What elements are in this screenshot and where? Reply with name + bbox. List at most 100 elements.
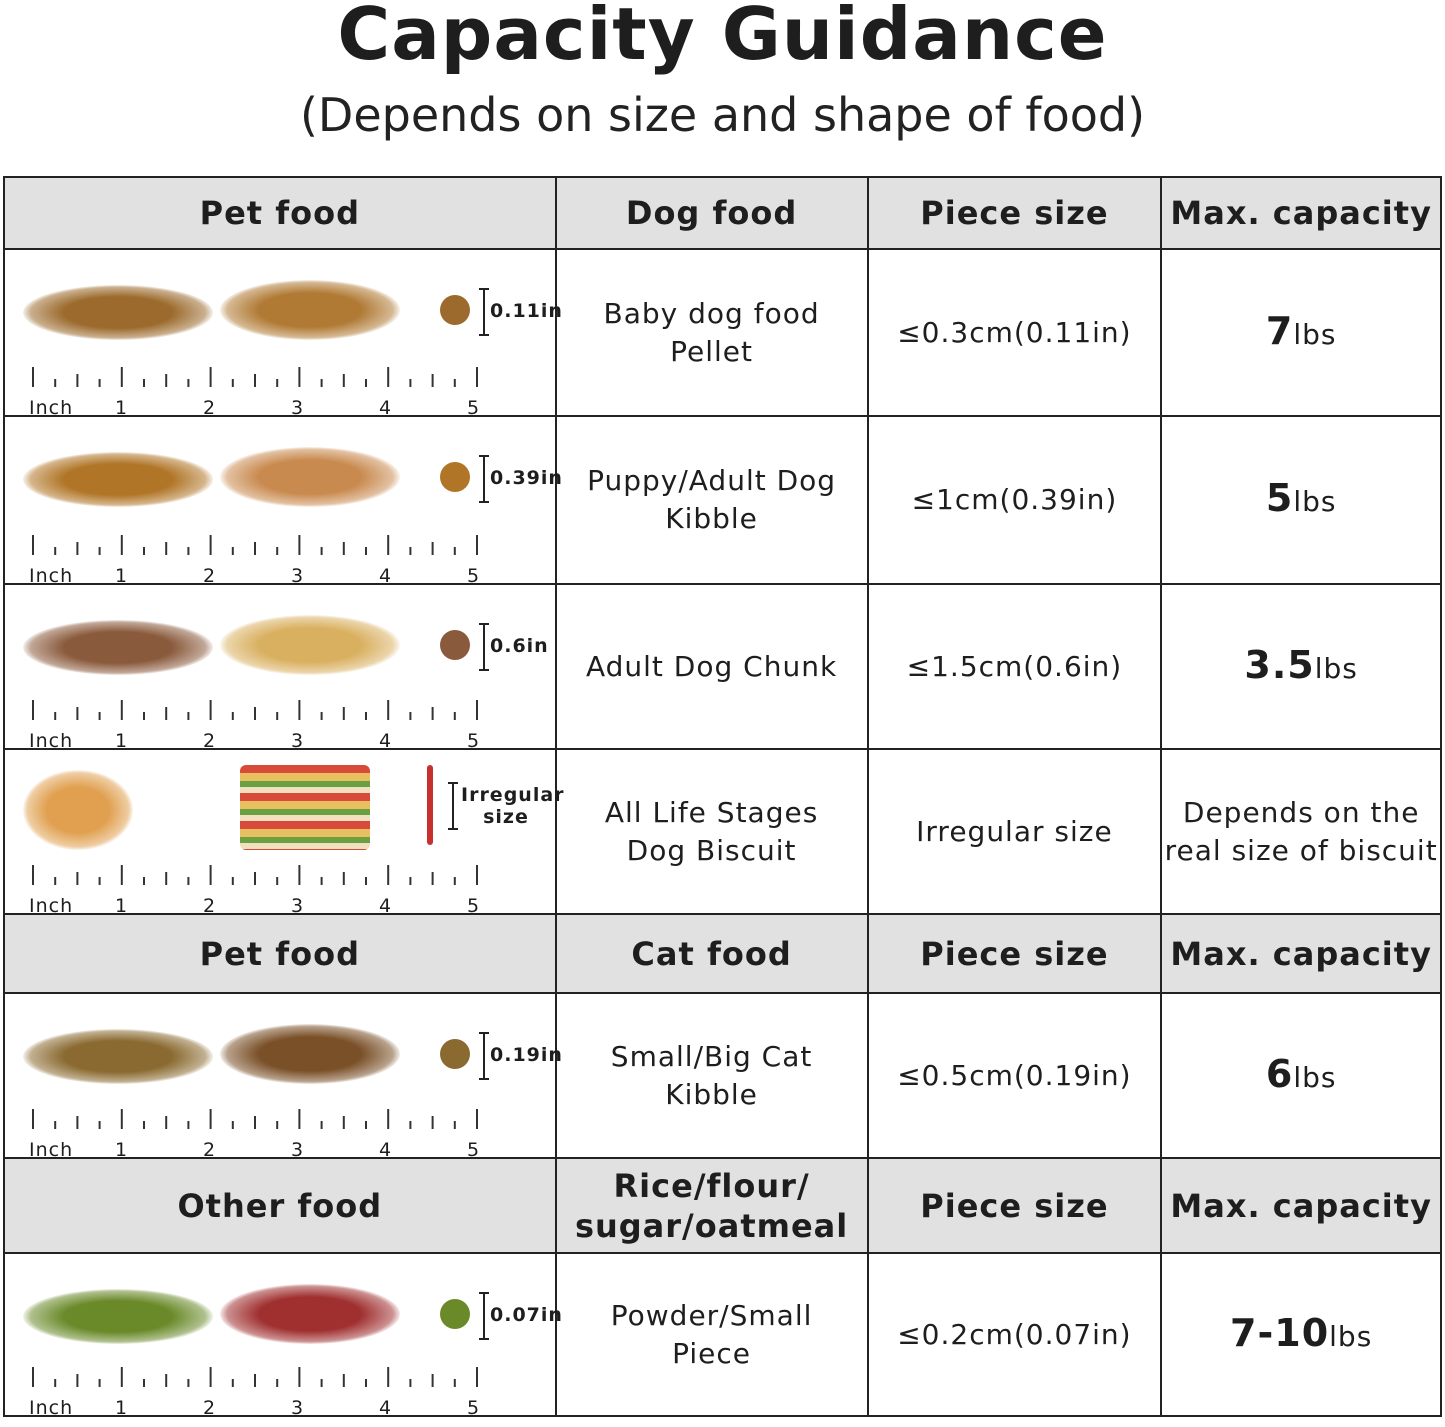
- header-c1: Pet food: [3, 176, 557, 250]
- ruler-tick-label: 2: [203, 895, 217, 917]
- single-piece-image: [440, 295, 470, 325]
- max-capacity: 7-10lbs: [1160, 1252, 1442, 1417]
- ruler-labels: Inch 1 2 3 4 5: [29, 1131, 489, 1161]
- header-c2: Rice/flour/ sugar/oatmeal: [554, 1157, 869, 1254]
- header-c4: Max. capacity: [1160, 176, 1442, 250]
- ruler-tick-label: 3: [291, 397, 305, 419]
- food-pile-image: [23, 1289, 213, 1344]
- size-indicator-icon: [479, 1032, 489, 1080]
- food-image-cell: 0.39in Inch 1 2 3 4 5: [3, 415, 562, 587]
- ruler-labels: Inch 1 2 3 4 5: [29, 557, 489, 587]
- piece-size: ≤0.5cm(0.19in): [866, 992, 1163, 1159]
- ruler-tick-label: 4: [379, 1397, 393, 1419]
- ruler-unit: Inch: [29, 565, 74, 587]
- piece-size: ≤0.2cm(0.07in): [866, 1252, 1163, 1417]
- ruler-tick-label: 5: [467, 1397, 481, 1419]
- ruler-tick-label: 1: [115, 1139, 129, 1161]
- ruler-unit: Inch: [29, 1139, 74, 1161]
- size-indicator-icon: [479, 288, 489, 336]
- piece-size-label: Irregular size: [461, 784, 565, 828]
- header-c2: Dog food: [554, 176, 869, 250]
- table-row: 0.39in Inch 1 2 3 4 5 Puppy/Adult Dog Kibble…: [3, 415, 1442, 587]
- ruler-tick-label: 3: [291, 895, 305, 917]
- ruler-tick-label: 2: [203, 397, 217, 419]
- ruler-tick-label: 5: [467, 895, 481, 917]
- table-row: 0.6in Inch 1 2 3 4 5 Adult Dog Chunk ≤1.5cm(0…: [3, 583, 1442, 752]
- capacity-value: 7-10: [1230, 1310, 1330, 1355]
- ruler-tick-label: 4: [379, 895, 393, 917]
- header-c2: Cat food: [554, 913, 869, 994]
- food-pile-image: [23, 620, 213, 675]
- inch-ruler: [32, 865, 478, 885]
- food-pile-image: [240, 765, 370, 850]
- size-indicator-icon: [479, 623, 489, 671]
- capacity-value: 6: [1265, 1051, 1294, 1096]
- inch-ruler: [32, 367, 478, 387]
- header-c3: Piece size: [866, 176, 1163, 250]
- piece-size-label: 0.19in: [490, 1044, 563, 1066]
- header-c4: Max. capacity: [1160, 1157, 1442, 1254]
- ruler-tick-label: 4: [379, 397, 393, 419]
- header-c3: Piece size: [866, 1157, 1163, 1254]
- size-indicator-icon: [448, 782, 458, 830]
- capacity-unit: lbs: [1314, 651, 1358, 685]
- max-capacity: 3.5lbs: [1160, 583, 1442, 750]
- ruler-tick-label: 5: [467, 565, 481, 587]
- page-subtitle: (Depends on size and shape of food): [299, 88, 1146, 142]
- ruler-tick-label: 1: [115, 397, 129, 419]
- single-piece-image: [440, 1039, 470, 1069]
- single-piece-image: [440, 1299, 470, 1329]
- page-title: Capacity Guidance: [337, 0, 1108, 76]
- food-type: Adult Dog Chunk: [554, 583, 869, 750]
- ruler-tick-label: 3: [291, 565, 305, 587]
- capacity-value: 5: [1265, 476, 1294, 520]
- ruler-tick-label: 1: [115, 1397, 129, 1419]
- table-row: 0.07in Inch 1 2 3 4 5 Powder/Small Piece ≤0.2…: [3, 1252, 1442, 1419]
- capacity-unit: lbs: [1293, 317, 1337, 351]
- inch-ruler: [32, 700, 478, 720]
- ruler-tick-label: 2: [203, 730, 217, 752]
- table-header-row: Other food Rice/flour/ sugar/oatmeal Piece…: [3, 1157, 1442, 1254]
- piece-size: Irregular size: [866, 748, 1163, 915]
- inch-ruler: [32, 1109, 478, 1129]
- ruler-tick-label: 1: [115, 895, 129, 917]
- piece-size: ≤1cm(0.39in): [866, 415, 1163, 585]
- food-pile-image: [220, 447, 400, 507]
- ruler-tick-label: 4: [379, 730, 393, 752]
- header-c1: Pet food: [3, 913, 557, 994]
- ruler-labels: Inch 1 2 3 4 5: [29, 887, 489, 917]
- ruler-tick-label: 1: [115, 730, 129, 752]
- capacity-unit: lbs: [1329, 1319, 1373, 1353]
- table-header-row: Pet food Cat food Piece size Max. capacity: [3, 913, 1442, 994]
- table-row: 0.11in Inch 1 2 3 4 5 Baby dog food Pellet ≤0…: [3, 248, 1442, 419]
- piece-size-label: 0.11in: [490, 300, 563, 322]
- max-capacity: 5lbs: [1160, 415, 1442, 585]
- food-image-cell: 0.11in Inch 1 2 3 4 5: [3, 248, 563, 419]
- ruler-tick-label: 1: [115, 565, 129, 587]
- food-type: Small/Big Cat Kibble: [554, 992, 869, 1159]
- ruler-labels: Inch 1 2 3 4 5: [29, 1389, 489, 1419]
- food-pile-image: [220, 1284, 400, 1344]
- piece-size-label: 0.07in: [490, 1304, 563, 1326]
- ruler-tick-label: 5: [467, 730, 481, 752]
- capacity-table: Pet food Dog food Piece size Max. capacity …: [3, 176, 1442, 1419]
- max-capacity: 6lbs: [1160, 992, 1442, 1159]
- capacity-value: 3.5: [1244, 642, 1315, 687]
- ruler-tick-label: 3: [291, 1397, 305, 1419]
- food-pile-image: [220, 280, 400, 340]
- ruler-tick-label: 5: [467, 1139, 481, 1161]
- ruler-unit: Inch: [29, 730, 74, 752]
- food-type: All Life Stages Dog Biscuit: [554, 748, 869, 915]
- ruler-tick-label: 3: [291, 1139, 305, 1161]
- food-image-cell: 0.19in Inch 1 2 3 4 5: [3, 992, 563, 1161]
- food-image-cell: 0.6in Inch 1 2 3 4 5: [3, 583, 557, 752]
- piece-size: ≤0.3cm(0.11in): [866, 248, 1163, 417]
- ruler-unit: Inch: [29, 1397, 74, 1419]
- header-c1: Other food: [3, 1157, 557, 1254]
- inch-ruler: [32, 535, 478, 555]
- ruler-labels: Inch 1 2 3 4 5: [29, 722, 489, 752]
- header-c4: Max. capacity: [1160, 913, 1442, 994]
- single-piece-image: [440, 462, 470, 492]
- capacity-value: 7: [1265, 308, 1294, 353]
- food-pile-image: [23, 770, 133, 850]
